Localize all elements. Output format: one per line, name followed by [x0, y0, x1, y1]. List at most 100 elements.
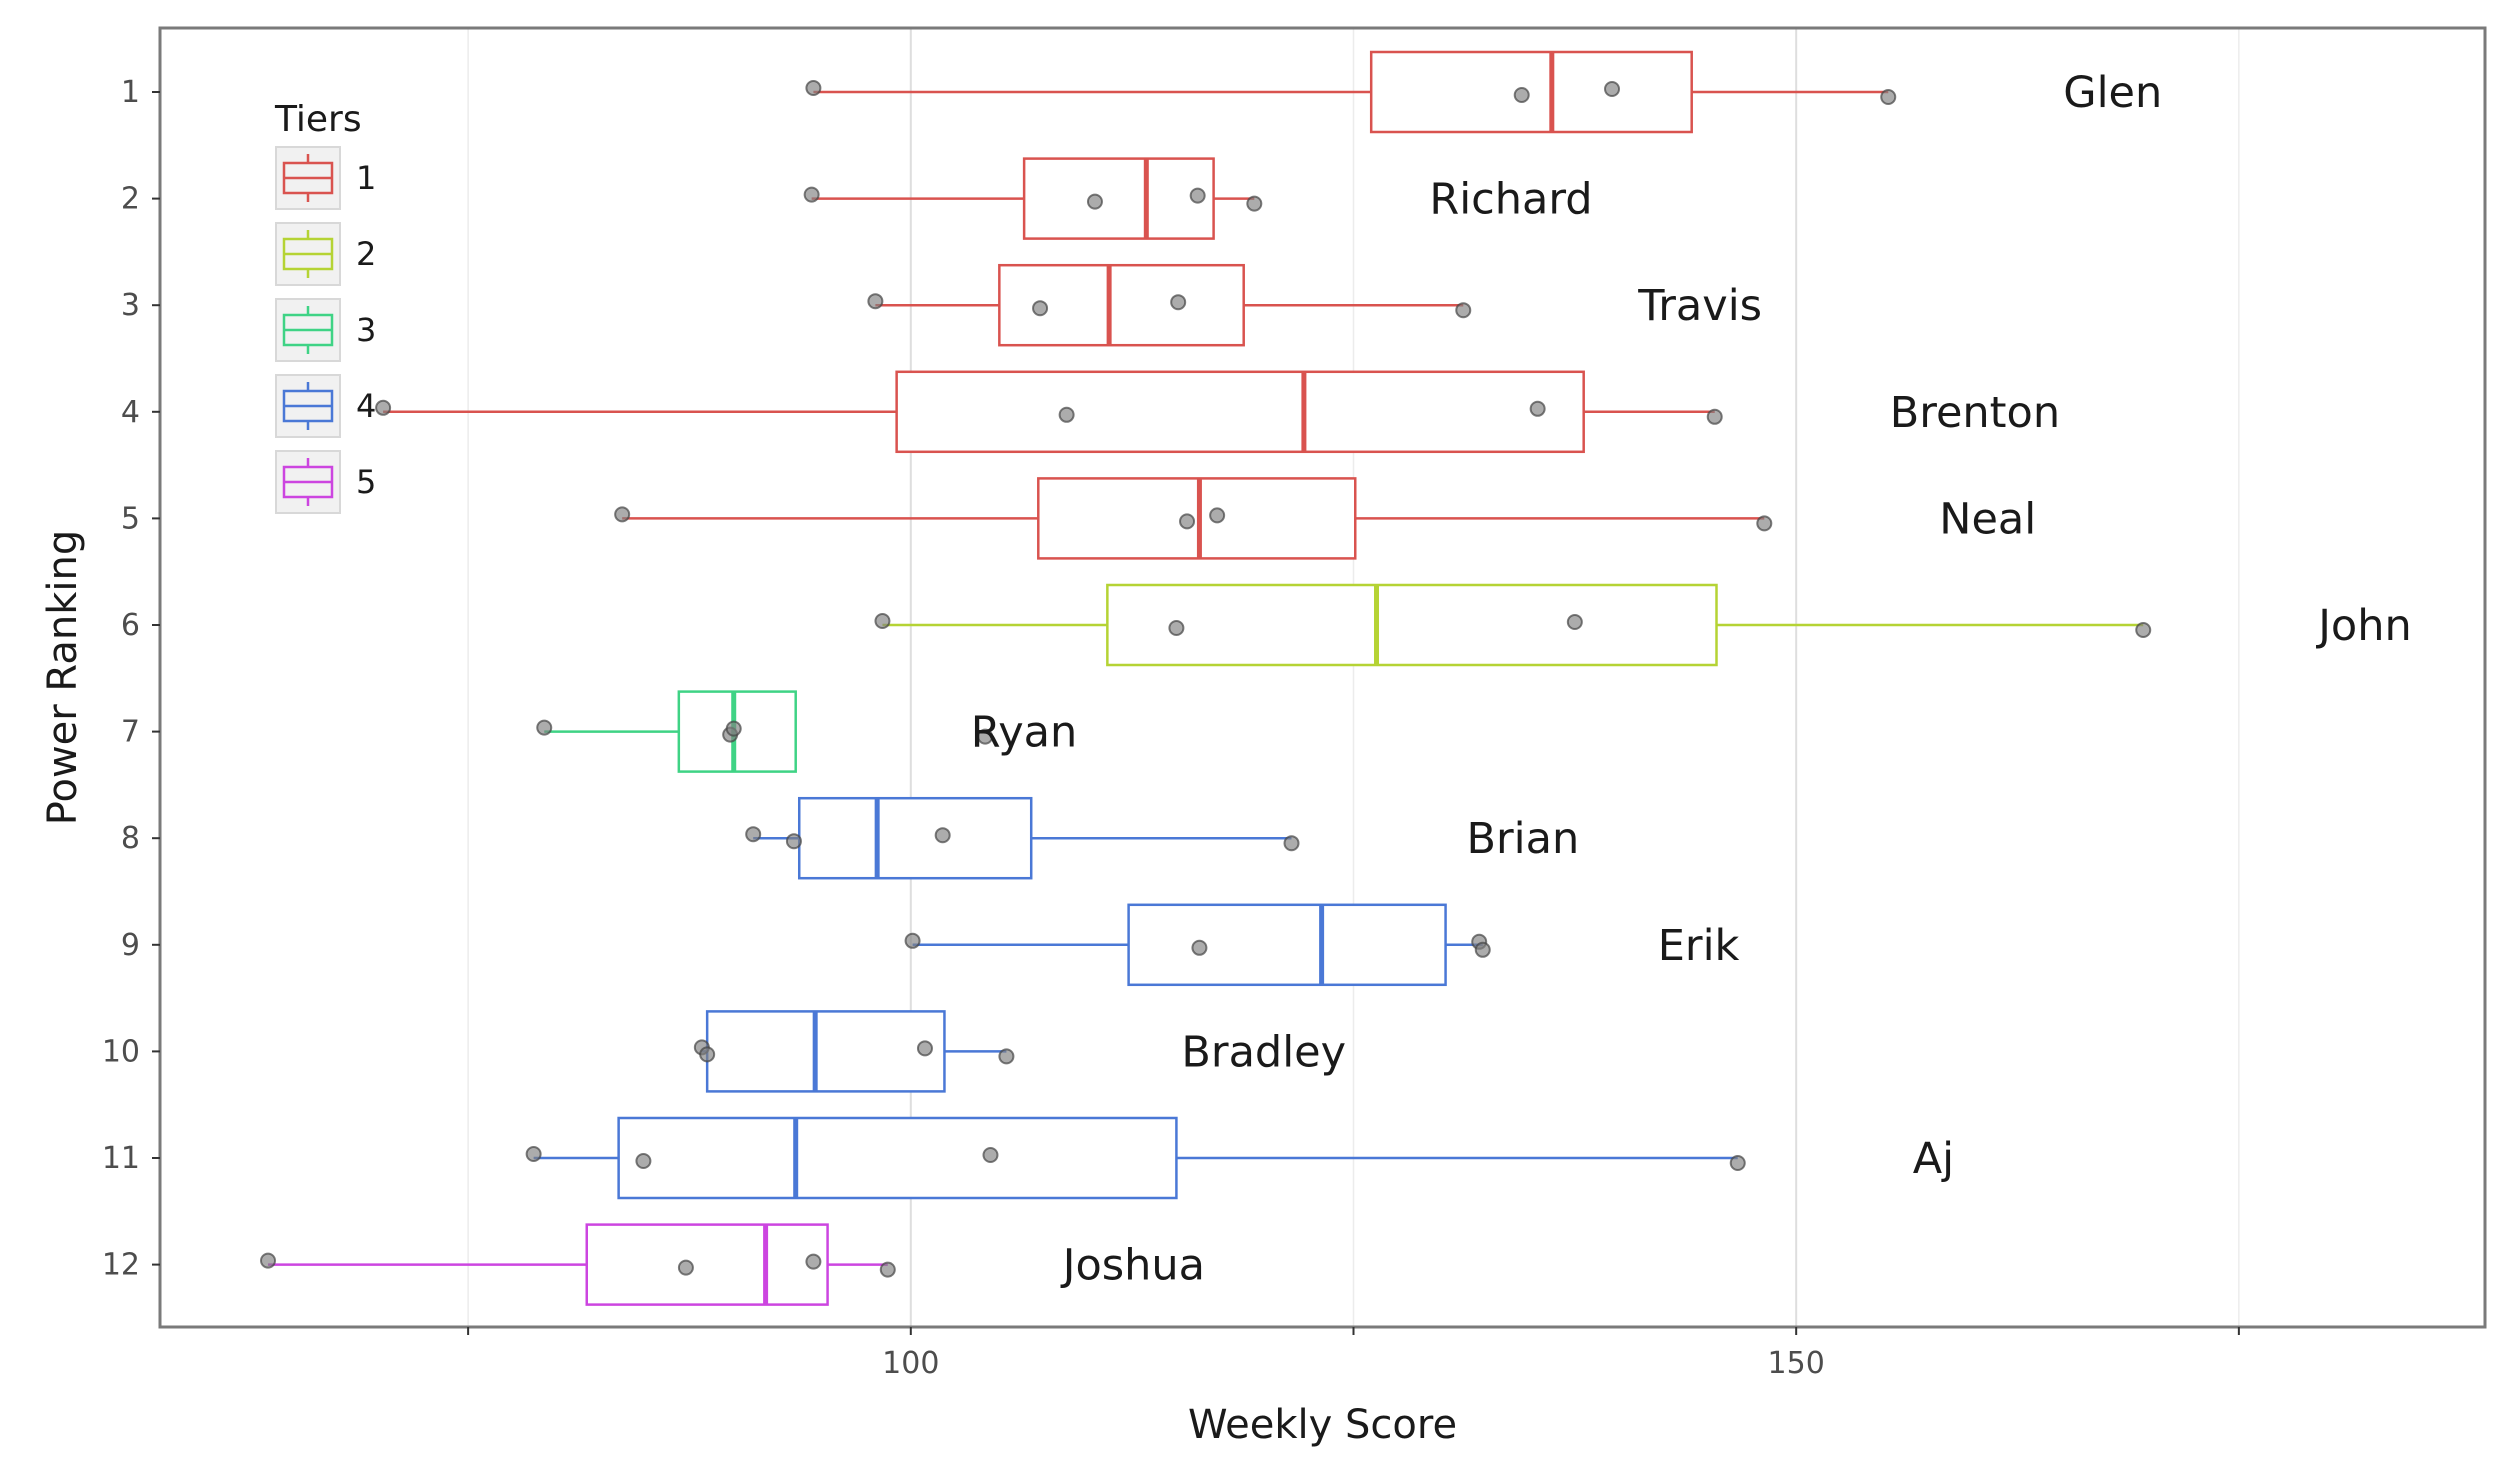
data-point	[1209, 507, 1226, 524]
data-point	[375, 399, 392, 416]
data-point	[803, 186, 820, 203]
data-point	[635, 1153, 652, 1169]
data-point	[699, 1046, 716, 1063]
data-point	[977, 728, 994, 745]
panel-border	[158, 26, 2487, 1329]
box	[895, 370, 1585, 454]
legend-entry-label: 2	[356, 235, 376, 273]
data-point	[1529, 400, 1546, 417]
team-row-travis: Travis	[867, 263, 1762, 347]
data-point	[614, 506, 631, 523]
team-row-richard: Richard	[803, 157, 1593, 240]
data-point	[677, 1259, 694, 1276]
team-name-label: Erik	[1658, 921, 1740, 971]
team-name-label: Aj	[1913, 1134, 1954, 1184]
data-point	[805, 1253, 822, 1270]
team-name-label: Ryan	[971, 708, 1078, 758]
data-point	[785, 833, 802, 850]
y-tick-label: 8	[121, 821, 140, 856]
team-name-label: Brian	[1467, 814, 1580, 864]
team-name-label: Neal	[1939, 494, 2036, 544]
data-point	[1706, 408, 1723, 425]
legend-entry-label: 3	[356, 311, 376, 349]
box	[1037, 477, 1357, 560]
team-name-label: Brenton	[1890, 388, 2060, 438]
data-point	[904, 932, 921, 949]
y-tick-label: 1	[121, 75, 140, 110]
data-point	[805, 80, 822, 96]
data-point	[867, 293, 884, 310]
y-tick-label: 2	[121, 182, 140, 217]
team-row-brenton: Brenton	[375, 370, 2060, 454]
data-point	[1604, 81, 1621, 97]
team-name-label: Glen	[2063, 68, 2162, 118]
box	[705, 1010, 946, 1093]
data-point	[874, 613, 891, 629]
grid-lines	[467, 28, 2240, 1327]
team-row-brian: Brian	[745, 796, 1580, 880]
legend: Tiers 1 2 3 4 5	[274, 99, 376, 514]
team-row-ryan: Ryan	[536, 690, 1078, 773]
data-point	[1455, 302, 1472, 319]
y-axis-title: Power Ranking	[40, 530, 86, 825]
data-point	[745, 826, 762, 843]
legend-entry-label: 5	[356, 463, 376, 501]
data-point	[916, 1040, 933, 1057]
box	[1127, 903, 1447, 987]
data-point	[1189, 187, 1206, 204]
y-tick-label: 5	[121, 501, 140, 536]
box	[677, 690, 797, 773]
data-point	[1729, 1155, 1746, 1171]
team-row-aj: Aj	[525, 1116, 1954, 1200]
data-point	[725, 720, 742, 737]
data-point	[982, 1147, 999, 1163]
box	[797, 796, 1033, 880]
box	[1106, 583, 1718, 667]
data-point	[2135, 622, 2152, 638]
data-point	[1474, 941, 1491, 958]
team-name-label: Joshua	[1060, 1241, 1205, 1291]
data-point	[998, 1048, 1015, 1065]
data-point	[1170, 294, 1187, 311]
data-point	[1168, 620, 1185, 636]
data-point	[1513, 87, 1530, 103]
data-point	[1246, 195, 1263, 212]
legend-entry-label: 4	[356, 387, 376, 425]
team-row-joshua: Joshua	[260, 1223, 1205, 1306]
data-point	[1058, 406, 1075, 423]
team-row-bradley: Bradley	[693, 1010, 1346, 1093]
x-tick-label: 150	[1768, 1346, 1825, 1381]
y-tick-label: 10	[102, 1034, 140, 1069]
data-point	[525, 1146, 542, 1162]
data-point	[1756, 515, 1773, 532]
legend-title: Tiers	[274, 99, 362, 140]
x-tick-label: 100	[882, 1346, 939, 1381]
box	[1369, 50, 1693, 134]
team-row-neal: Neal	[614, 477, 2036, 560]
data-point	[1032, 300, 1049, 317]
data-point	[1566, 614, 1583, 630]
team-name-label: Bradley	[1181, 1027, 1346, 1077]
data-point	[1191, 939, 1208, 956]
data-point	[260, 1252, 277, 1269]
data-point	[1880, 89, 1897, 105]
y-tick-label: 3	[121, 288, 140, 323]
x-axis-title: Weekly Score	[1188, 1402, 1457, 1448]
team-name-label: John	[2315, 601, 2412, 651]
y-tick-label: 4	[121, 395, 140, 430]
data-point	[1179, 513, 1196, 530]
y-tick-label: 9	[121, 928, 140, 963]
data-point	[1086, 193, 1103, 210]
data-point	[934, 827, 951, 844]
box	[617, 1116, 1178, 1200]
team-row-john: John	[874, 583, 2412, 667]
y-tick-label: 6	[121, 608, 140, 643]
y-tick-label: 12	[102, 1248, 140, 1283]
team-name-label: Richard	[1429, 175, 1592, 225]
legend-entry-label: 1	[356, 159, 376, 197]
y-tick-label: 7	[121, 715, 140, 750]
team-row-glen: Glen	[805, 50, 2162, 134]
